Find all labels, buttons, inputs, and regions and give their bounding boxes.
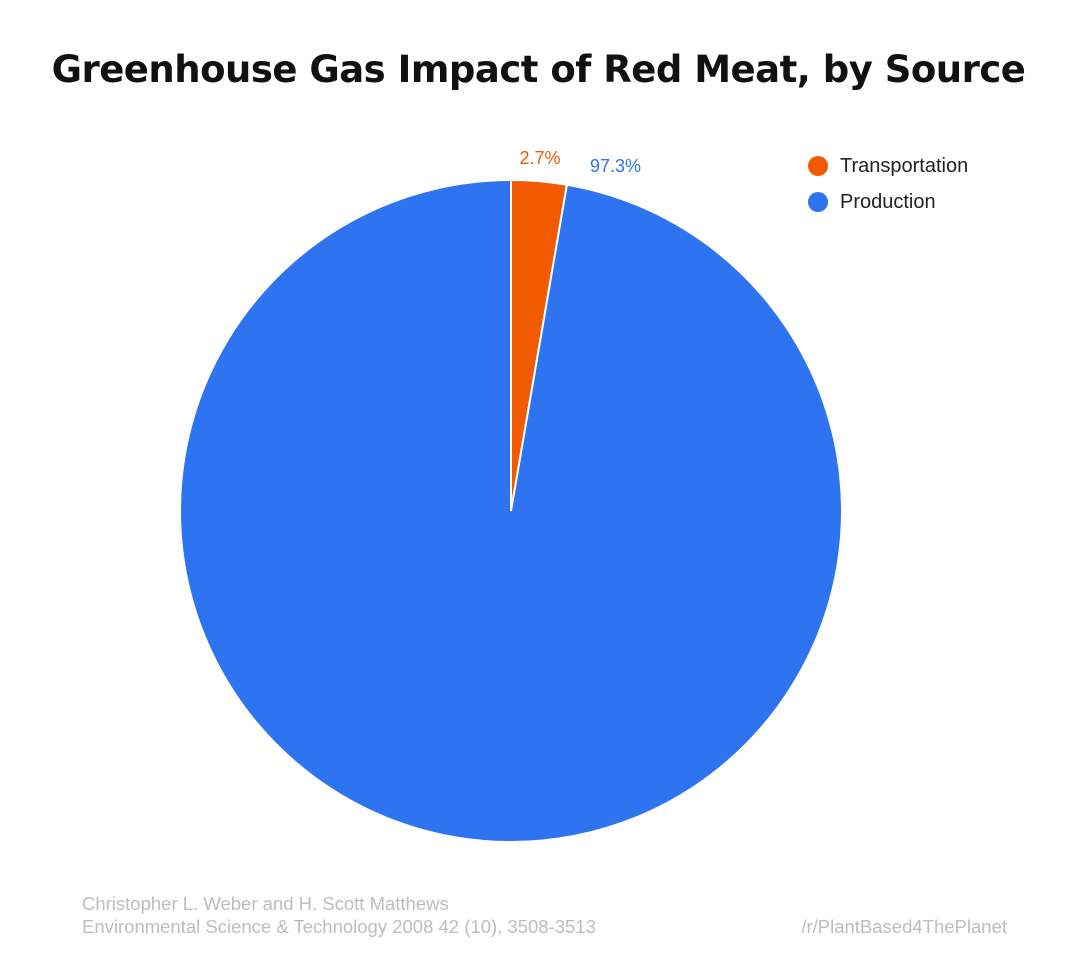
source-journal: Environmental Science & Technology 2008 … — [82, 916, 596, 937]
source-authors: Christopher L. Weber and H. Scott Matthe… — [82, 893, 449, 914]
legend-label-transportation: Transportation — [840, 154, 969, 177]
legend-item-production[interactable]: Production — [808, 184, 968, 220]
legend-swatch-transportation — [808, 156, 828, 176]
pie-slice-production[interactable] — [179, 178, 843, 843]
legend-label-production: Production — [840, 190, 936, 213]
credit-text: /r/PlantBased4ThePlanet — [801, 916, 1007, 937]
pie-slices — [179, 178, 843, 843]
legend: Transportation Production — [808, 148, 968, 220]
source-citation: Christopher L. Weber and H. Scott Matthe… — [82, 892, 596, 938]
chart-title: Greenhouse Gas Impact of Red Meat, by So… — [51, 48, 1026, 91]
pie-label-production: 97.3% — [590, 156, 641, 176]
legend-item-transportation[interactable]: Transportation — [808, 148, 968, 184]
pie-label-transportation: 2.7% — [519, 148, 560, 168]
pie-labels: 2.7% 97.3% — [519, 148, 641, 176]
legend-swatch-production — [808, 192, 828, 212]
